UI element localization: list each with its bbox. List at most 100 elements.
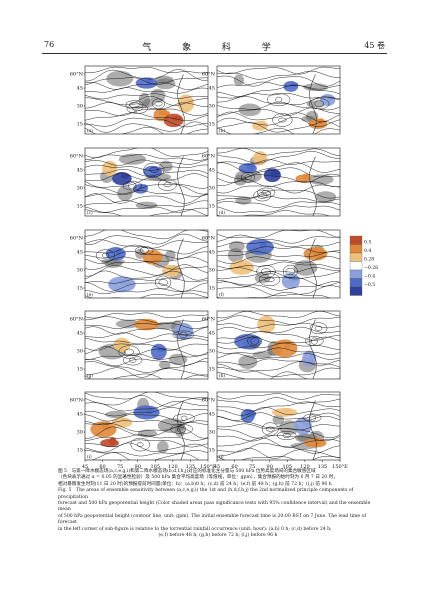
panel-frame	[84, 65, 209, 135]
height-contour	[217, 415, 340, 429]
sensitivity-area	[150, 343, 167, 360]
height-contour	[85, 95, 208, 106]
map-panel	[84, 310, 209, 380]
height-contour	[85, 316, 208, 325]
height-contour	[217, 167, 340, 179]
height-contour	[85, 373, 208, 379]
height-contour-loop	[158, 178, 177, 191]
height-contour-loop	[282, 264, 298, 279]
height-contour	[217, 281, 340, 291]
latitude-label: 30	[77, 430, 83, 436]
height-contour-loop	[261, 422, 279, 436]
map-panel	[216, 391, 341, 461]
height-contour	[217, 173, 340, 184]
height-contour	[85, 270, 208, 281]
height-contour-loop	[158, 279, 168, 286]
height-contour-loop	[250, 337, 259, 345]
height-contour-loop	[180, 415, 188, 421]
height-contour-loop	[130, 437, 150, 452]
height-contour	[85, 326, 208, 335]
panel-frame	[216, 391, 341, 461]
map-panel	[216, 310, 341, 380]
height-contour	[85, 233, 208, 245]
height-contour	[85, 66, 208, 74]
panel-letter: (a)	[87, 128, 93, 133]
latitude-label: 15	[209, 448, 215, 454]
height-contour-loop	[155, 275, 172, 290]
height-contour	[217, 251, 340, 257]
height-contour	[217, 322, 340, 329]
panel-background	[217, 392, 340, 460]
sensitivity-area	[284, 344, 292, 349]
sensitivity-area	[108, 163, 117, 170]
height-contour-loop	[278, 117, 287, 123]
height-contour	[85, 395, 208, 407]
grey-shaded-area	[307, 174, 334, 185]
height-contour-loop	[125, 100, 144, 110]
colorbar-segment	[349, 235, 363, 245]
longitude-label: 150°E	[200, 464, 216, 470]
colorbar-segment	[349, 252, 363, 262]
longitude-label: 75	[117, 464, 123, 470]
coastline	[177, 156, 185, 216]
height-contour	[217, 159, 340, 165]
longitude-label: 135	[318, 464, 328, 470]
height-contour	[85, 434, 208, 441]
height-contour-loop	[259, 273, 281, 287]
height-contour-loop	[132, 106, 143, 111]
height-contour	[85, 190, 208, 197]
latitude-label: 60°N	[70, 236, 84, 242]
height-contour	[217, 151, 340, 164]
grey-shaded-area	[159, 160, 173, 172]
height-contour	[85, 102, 208, 110]
grey-shaded-area	[138, 92, 151, 108]
longitude-label: 105	[283, 464, 293, 470]
height-contour-loop	[126, 103, 148, 114]
colorbar-label: 0.4	[364, 248, 371, 254]
latitude-label: 60°N	[202, 72, 216, 78]
height-contour-loop	[314, 100, 324, 108]
height-contour	[217, 261, 340, 269]
latitude-label: 60°N	[202, 398, 216, 404]
latitude-label: 60°N	[202, 154, 216, 160]
sensitivity-area	[120, 174, 129, 179]
sensitivity-area	[283, 408, 293, 413]
height-contour-loop	[122, 181, 142, 191]
height-contour	[217, 70, 340, 80]
height-contour	[85, 288, 208, 295]
height-contour	[217, 455, 340, 460]
height-contour-loop	[118, 345, 140, 359]
latitude-label: 45	[209, 250, 215, 256]
map-panel	[84, 65, 209, 135]
height-contour	[85, 173, 208, 182]
panel-content	[217, 311, 340, 379]
height-contour	[217, 437, 340, 448]
height-contour	[85, 322, 208, 329]
height-contour-loop	[173, 413, 195, 423]
running-header: 76 气 象 科 学 45 卷	[0, 40, 427, 54]
longitude-label: 120	[300, 464, 310, 470]
caption-en-line: in the left corner of sub-figure is rela…	[58, 526, 332, 532]
height-contour-loop	[154, 101, 163, 107]
panel-content	[85, 66, 208, 134]
latitude-label: 15	[77, 122, 83, 128]
height-contour-loop	[265, 426, 275, 432]
height-contour	[217, 246, 340, 253]
journal-title: 气 象 科 学	[142, 43, 285, 53]
grey-shaded-area	[238, 354, 258, 369]
latitude-label: 15	[77, 448, 83, 454]
height-contour-loop	[163, 182, 172, 188]
latitude-label: 45	[77, 331, 83, 337]
height-contour	[217, 184, 340, 194]
height-contour-loop	[309, 322, 328, 335]
sensitivity-area	[150, 253, 161, 258]
height-contour-loop	[177, 425, 187, 433]
panel-letter: (f)	[219, 292, 224, 297]
height-contour	[217, 412, 340, 421]
grey-shaded-area	[104, 410, 128, 419]
sensitivity-area	[259, 154, 267, 159]
height-contour	[85, 200, 208, 207]
longitude-label: 135	[186, 464, 196, 470]
height-contour	[217, 358, 340, 366]
height-contour	[217, 127, 340, 134]
